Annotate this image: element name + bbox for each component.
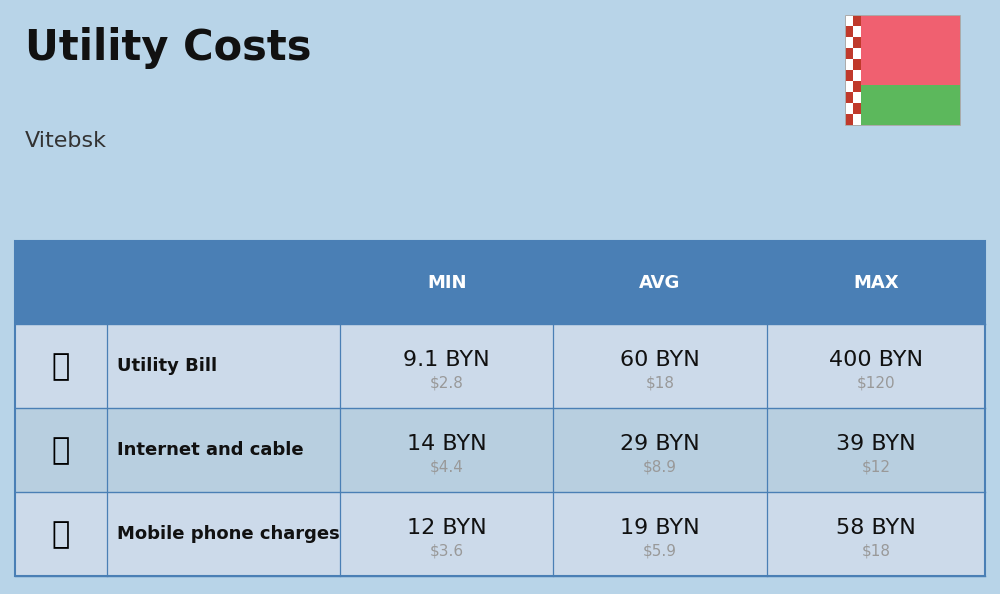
- Text: 9.1 BYN: 9.1 BYN: [403, 350, 490, 369]
- Text: 39 BYN: 39 BYN: [836, 434, 916, 454]
- Bar: [853, 15, 861, 26]
- Text: Vitebsk: Vitebsk: [25, 131, 107, 151]
- Text: MAX: MAX: [853, 273, 899, 292]
- Text: Internet and cable: Internet and cable: [117, 441, 304, 459]
- Bar: [861, 15, 960, 85]
- Text: 📱: 📱: [52, 520, 70, 549]
- Text: Mobile phone charges: Mobile phone charges: [117, 525, 340, 544]
- Text: $8.9: $8.9: [643, 460, 677, 475]
- Bar: [853, 81, 861, 91]
- Text: MIN: MIN: [427, 273, 466, 292]
- Text: $120: $120: [857, 375, 895, 391]
- Text: $18: $18: [861, 544, 890, 558]
- Text: Utility Bill: Utility Bill: [117, 358, 217, 375]
- Text: $3.6: $3.6: [430, 544, 464, 558]
- Bar: [845, 114, 853, 125]
- Text: 19 BYN: 19 BYN: [620, 517, 700, 538]
- Bar: [845, 48, 853, 59]
- Text: 400 BYN: 400 BYN: [829, 350, 923, 369]
- Text: 29 BYN: 29 BYN: [620, 434, 700, 454]
- Text: 14 BYN: 14 BYN: [407, 434, 486, 454]
- Text: $12: $12: [861, 460, 890, 475]
- Text: $5.9: $5.9: [643, 544, 677, 558]
- Bar: [845, 91, 853, 103]
- Bar: [845, 26, 853, 37]
- Bar: [861, 85, 960, 125]
- Bar: [853, 103, 861, 114]
- Text: 💡: 💡: [52, 352, 70, 381]
- Bar: [845, 70, 853, 81]
- Text: $4.4: $4.4: [430, 460, 464, 475]
- Text: 58 BYN: 58 BYN: [836, 517, 916, 538]
- Text: 12 BYN: 12 BYN: [407, 517, 486, 538]
- Text: AVG: AVG: [639, 273, 681, 292]
- Bar: [853, 59, 861, 69]
- Text: $2.8: $2.8: [430, 375, 464, 391]
- Bar: [845, 15, 861, 125]
- Text: $18: $18: [646, 375, 675, 391]
- Text: 60 BYN: 60 BYN: [620, 350, 700, 369]
- Bar: [853, 37, 861, 48]
- Text: Utility Costs: Utility Costs: [25, 27, 312, 69]
- Text: 📶: 📶: [52, 436, 70, 465]
